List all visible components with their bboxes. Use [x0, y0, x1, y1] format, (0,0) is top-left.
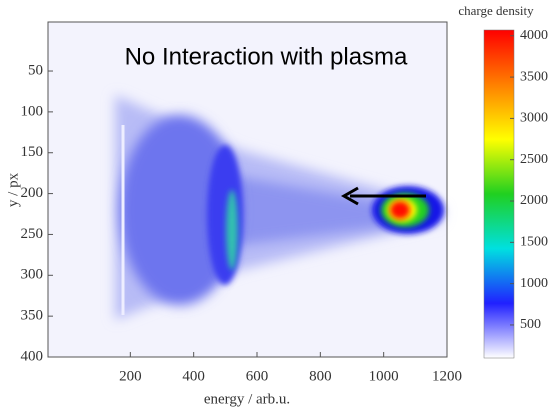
colorbar-tick-label: 2500 — [520, 152, 548, 167]
y-tick-label: 250 — [21, 226, 44, 242]
x-tick-label: 400 — [182, 368, 205, 384]
arrow — [340, 186, 426, 206]
annotation: No Interaction with plasma — [125, 43, 408, 70]
x-tick-label: 600 — [246, 368, 269, 384]
colorbar-tick-label: 1500 — [520, 235, 548, 250]
x-axis-label: energy / arb.u. — [204, 391, 290, 407]
colorbar-tick-label: 1000 — [520, 276, 548, 291]
colorbar — [483, 29, 515, 359]
y-tick-label: 200 — [21, 185, 44, 201]
y-tick-label: 400 — [21, 348, 44, 364]
colorbar-tick-label: 2000 — [520, 193, 548, 208]
y-tick-label: 350 — [21, 308, 44, 324]
heatmap-image — [47, 21, 448, 358]
x-tick-label: 800 — [309, 368, 332, 384]
y-tick-label: 50 — [28, 62, 43, 78]
colorbar-label: charge density — [458, 3, 534, 18]
colorbar-tick-label: 3000 — [520, 111, 548, 126]
x-tick-label: 1200 — [432, 368, 462, 384]
colorbar-tick-label: 3500 — [520, 69, 548, 84]
x-tick-label: 200 — [119, 368, 142, 384]
y-tick-label: 150 — [21, 144, 44, 160]
x-tick-label: 1000 — [369, 368, 399, 384]
colorbar-tick-label: 500 — [520, 317, 541, 332]
colorbar-tick-label: 4000 — [520, 28, 548, 43]
y-tick-label: 300 — [21, 267, 44, 283]
y-tick-label: 100 — [21, 103, 44, 119]
y-axis-label: y / px — [5, 172, 21, 207]
